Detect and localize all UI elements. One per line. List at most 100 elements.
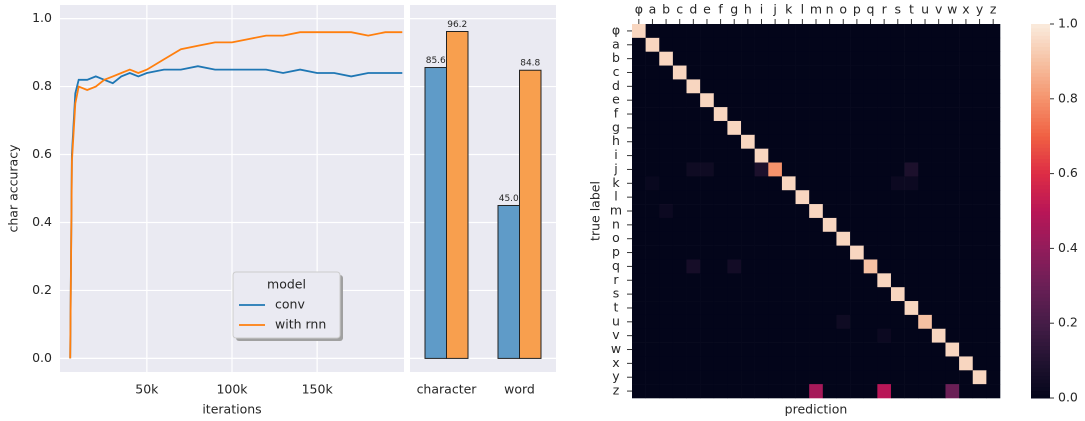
heatmap-cell: [741, 37, 755, 53]
heatmap-cell: [809, 79, 824, 94]
heatmap-cell: [768, 190, 783, 205]
heatmap-cell: [959, 93, 974, 108]
heatmap-cell: [959, 65, 974, 80]
colorbar-step: [1031, 311, 1050, 317]
colorbar-step: [1031, 326, 1050, 332]
heatmap-cell: [700, 273, 715, 288]
heatmap-cell: [863, 314, 878, 330]
colorbar-step: [1031, 263, 1050, 268]
heatmap-cell: [850, 107, 865, 122]
colorbar-tick-label: 0.0: [1058, 390, 1078, 405]
heatmap-cell: [809, 148, 824, 163]
heatmap-cell: [931, 93, 946, 108]
heatmap-cell: [632, 190, 646, 205]
colorbar-step: [1031, 121, 1050, 126]
colorbar-step: [1031, 229, 1050, 234]
heatmap-cell: [822, 176, 837, 191]
colorbar-step: [1031, 285, 1050, 291]
heatmap-cell: [795, 370, 810, 385]
heatmap-cell: [632, 314, 646, 330]
colorbar-step: [1031, 50, 1050, 55]
heatmap-cell: [645, 204, 660, 219]
colorbar-step: [1031, 124, 1050, 130]
heatmap-cell: [659, 342, 674, 357]
heatmap-cell: [836, 134, 851, 149]
heatmap-cell: [781, 120, 796, 136]
heatmap-cell: [686, 134, 701, 149]
heatmap-cell: [672, 107, 687, 122]
heatmap-cell: [931, 259, 946, 274]
heatmap-cell: [700, 79, 715, 94]
heatmap-cell: [686, 217, 701, 233]
heatmap-cell: [945, 37, 960, 53]
heatmap-cell: [645, 24, 660, 39]
heatmap-cell: [959, 120, 974, 136]
colorbar-step: [1031, 330, 1050, 335]
colorbar-step: [1031, 68, 1050, 74]
heatmap-cell: [972, 231, 987, 246]
heatmap-cell: [727, 24, 742, 39]
heatmap-cell: [822, 65, 837, 80]
colorbar-step: [1031, 128, 1050, 133]
heatmap-cell: [877, 204, 892, 219]
heatmap-cell: [904, 204, 919, 219]
heatmap-cell: [768, 79, 783, 94]
heatmap-cell: [632, 245, 646, 260]
colorbar-step: [1031, 225, 1050, 231]
heatmap-cell: [836, 328, 851, 343]
heatmap-cell: [781, 301, 796, 316]
heatmap-cell: [972, 93, 987, 108]
colorbar-step: [1031, 379, 1050, 384]
heatmap-cell: [822, 24, 837, 39]
colorbar-step: [1031, 80, 1050, 85]
heatmap-cell: [754, 65, 769, 80]
heatmap-cell: [931, 384, 946, 399]
heatmap-cell: [700, 37, 715, 53]
heatmap-cell: [795, 314, 810, 330]
heatmap-cell: [632, 120, 646, 136]
x-tick-label: m: [810, 2, 822, 17]
heatmap-cell: [781, 79, 796, 94]
heatmap-cell: [659, 65, 674, 80]
heatmap-cell: [863, 79, 878, 94]
heatmap-cell: [700, 24, 715, 39]
heatmap-cell: [904, 245, 919, 260]
heatmap-cell: [809, 51, 824, 66]
heatmap-cell: [754, 37, 769, 53]
heatmap-cell: [931, 51, 946, 66]
colorbar-step: [1031, 42, 1050, 47]
y-tick-label: z: [613, 383, 620, 398]
heatmap-cell: [918, 148, 933, 163]
heatmap-cell: [959, 370, 974, 385]
heatmap-cell: [754, 204, 769, 219]
heatmap-cell: [986, 217, 1001, 233]
heatmap-cell: [645, 107, 660, 122]
colorbar-step: [1031, 345, 1050, 350]
heatmap-cell: [632, 51, 646, 66]
heatmap-cell: [659, 120, 674, 136]
heatmap-cell: [700, 259, 715, 274]
heatmap-cell: [795, 204, 810, 219]
y-tick-label: 0.2: [32, 282, 52, 297]
colorbar-step: [1031, 390, 1050, 395]
heatmap-cell: [659, 356, 674, 371]
heatmap-cell: [986, 342, 1001, 357]
heatmap-cell: [836, 51, 851, 66]
heatmap-cell: [945, 162, 960, 177]
y-tick-label: r: [613, 272, 619, 287]
heatmap-cell: [781, 107, 796, 122]
heatmap-cell: [713, 148, 728, 163]
heatmap-cell: [741, 79, 755, 94]
heatmap-cell: [863, 204, 878, 219]
heatmap-cell: [890, 287, 905, 302]
heatmap-cell: [795, 24, 810, 39]
heatmap-cell: [931, 148, 946, 163]
heatmap-cell: [890, 65, 905, 80]
heatmap-cell: [795, 162, 810, 177]
heatmap-cell: [809, 37, 824, 53]
heatmap-cell: [850, 51, 865, 66]
heatmap-cell: [700, 245, 715, 260]
heatmap-cell: [986, 287, 1001, 302]
heatmap-cell: [822, 79, 837, 94]
colorbar-step: [1031, 248, 1050, 253]
